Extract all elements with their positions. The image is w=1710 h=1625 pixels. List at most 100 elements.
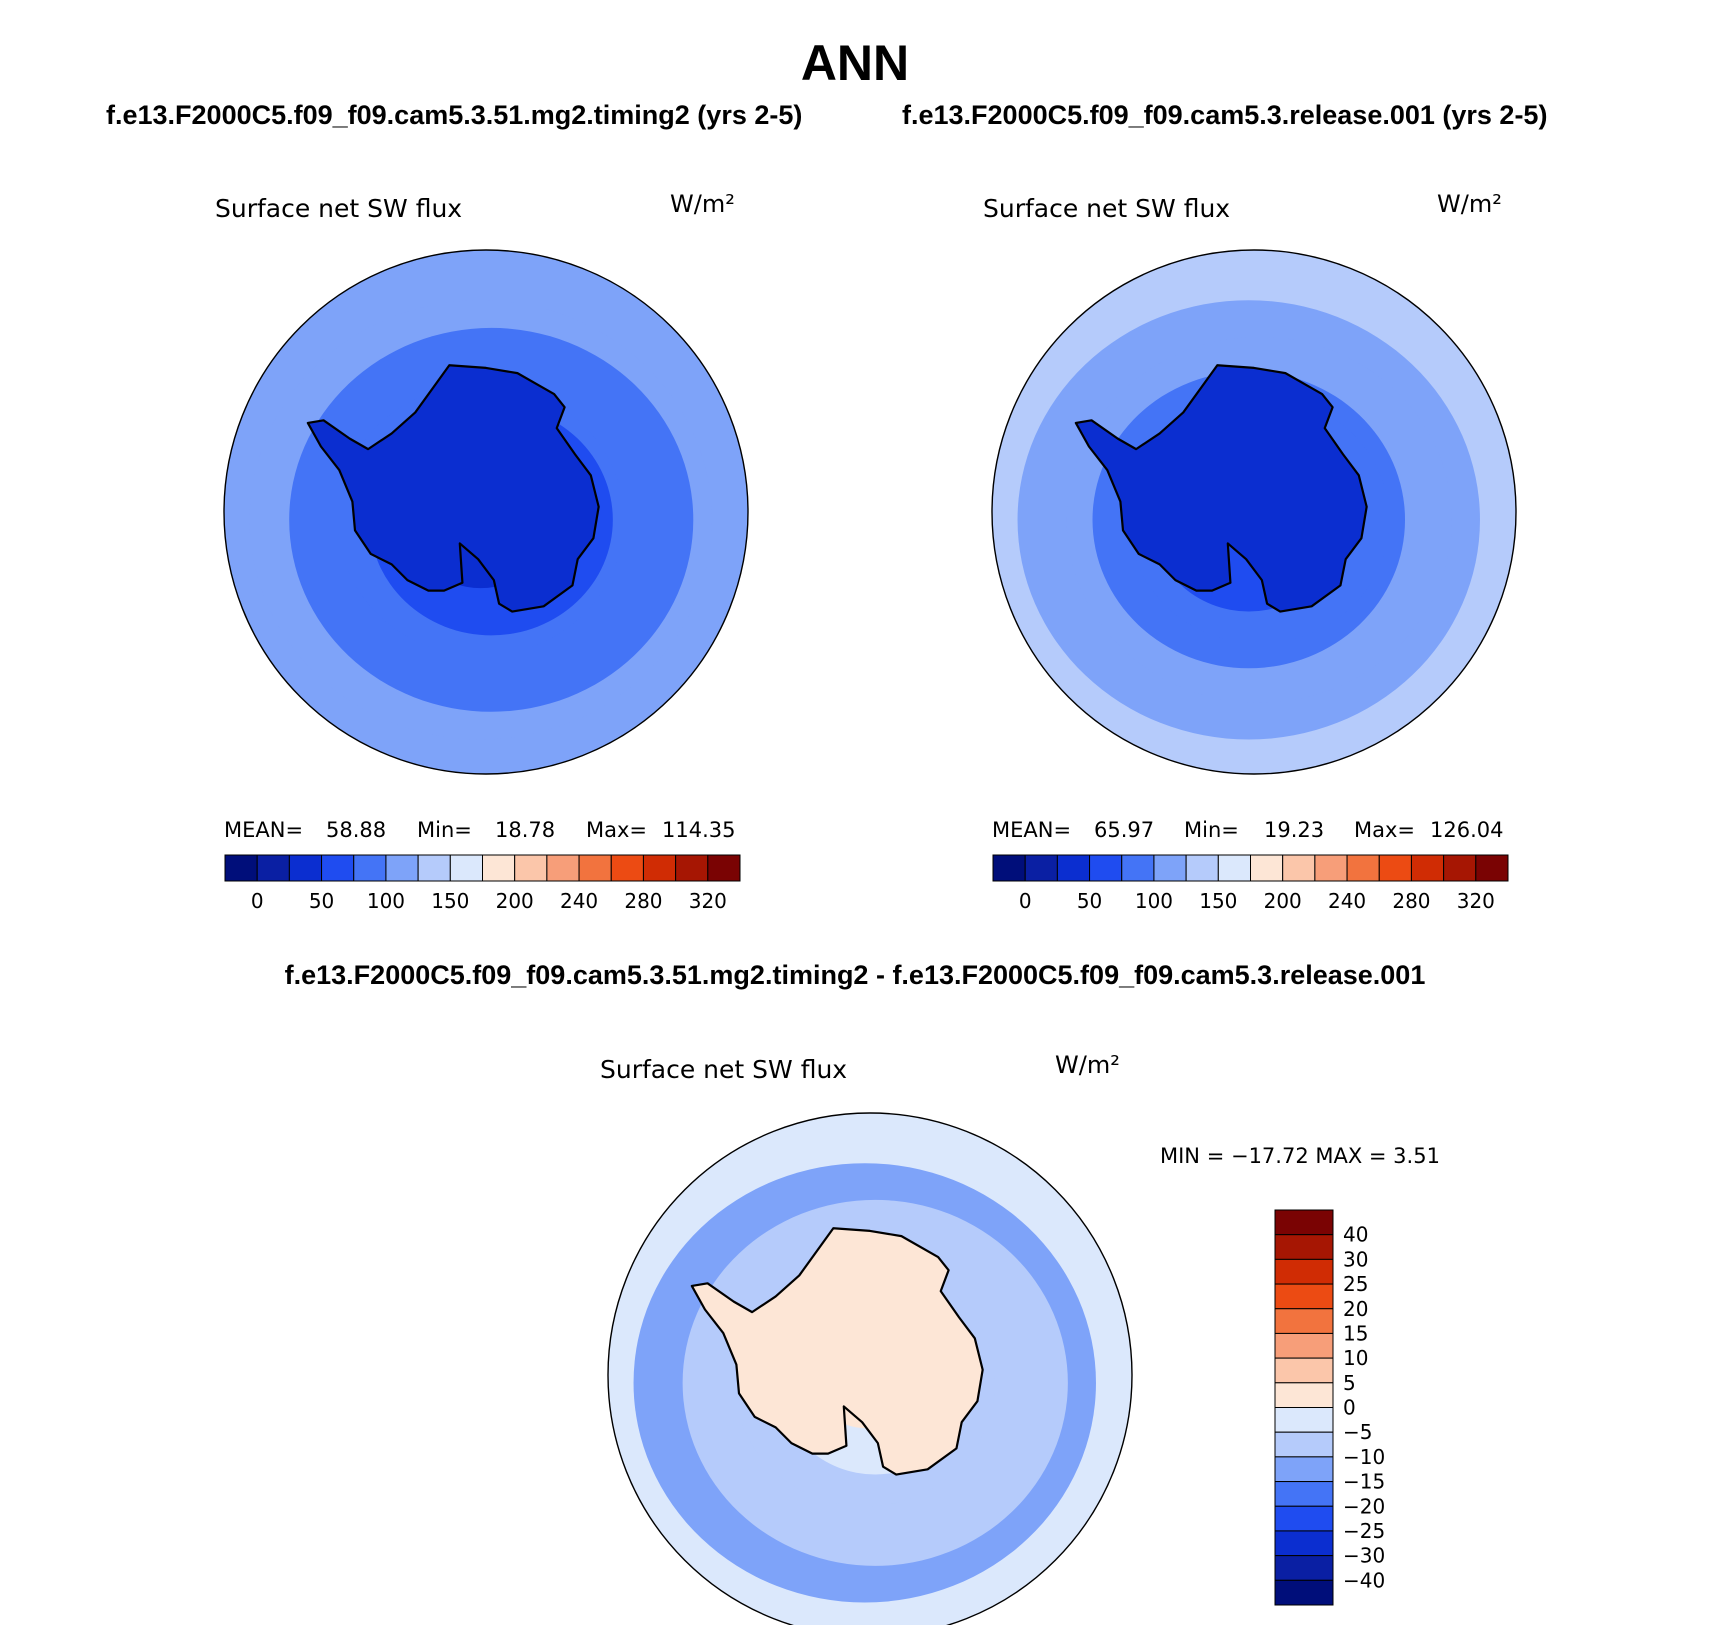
units-label-1: W/m²	[670, 190, 735, 218]
colorbar-tick-label: 0	[1343, 1396, 1356, 1420]
colorbar-box	[1153, 854, 1187, 882]
colorbar-box	[1274, 1481, 1334, 1507]
colorbar-box	[385, 854, 419, 882]
colorbar-box	[546, 854, 580, 882]
colorbar-tick-label: 15	[1343, 1321, 1368, 1345]
figure-title: ANN	[800, 35, 910, 91]
case1-title: f.e13.F2000C5.f09_f09.cam5.3.51.mg2.timi…	[106, 100, 803, 130]
panel2-min-value: 19.23	[1264, 818, 1324, 842]
colorbar-box	[1274, 1209, 1334, 1236]
colorbar-box	[1274, 1283, 1334, 1310]
colorbar-tick-label: −5	[1343, 1420, 1372, 1444]
colorbar-1: 0 50 100 150 200 240 280 320	[224, 854, 741, 913]
colorbar-tick-label: 200	[1264, 889, 1302, 913]
map-boundary	[991, 249, 1517, 775]
antarctica-coastline	[690, 1227, 984, 1476]
colorbar-box	[1185, 854, 1219, 882]
colorbar-tick-label: 280	[624, 889, 662, 913]
map-boundary	[607, 1112, 1133, 1625]
colorbar-box	[1274, 1258, 1334, 1285]
colorbar-tick-label: −10	[1343, 1445, 1385, 1469]
diff-min-max: MIN = −17.72 MAX = 3.51	[1160, 1144, 1440, 1168]
polar-map-1	[223, 249, 749, 775]
diff-subtitle: Surface net SW flux	[600, 1055, 847, 1084]
colorbar-tick-label: 150	[1199, 889, 1237, 913]
polar-map-3	[607, 1112, 1133, 1625]
colorbar-box	[1410, 854, 1445, 882]
colorbar-tick-label: −25	[1343, 1519, 1385, 1543]
case2-title: f.e13.F2000C5.f09_f09.cam5.3.release.001…	[902, 100, 1548, 130]
colorbar-box	[1443, 854, 1477, 882]
colorbar-box	[1378, 854, 1412, 882]
units-label-3: W/m²	[1055, 1051, 1120, 1079]
colorbar-box	[1274, 1382, 1334, 1408]
panel2-mean-value: 65.97	[1094, 818, 1154, 842]
panel1-mean-value: 58.88	[326, 818, 386, 842]
colorbar-box	[1274, 1407, 1334, 1433]
colorbar-box	[642, 854, 677, 882]
panel1-min-value: 18.78	[495, 818, 555, 842]
colorbar-box	[1274, 1579, 1334, 1606]
colorbar-tick-label: 20	[1343, 1297, 1368, 1321]
colorbar-box	[1274, 1431, 1334, 1458]
panel2-min-label: Min=	[1184, 818, 1239, 842]
map-boundary	[223, 249, 749, 775]
panel1-mean-label: MEAN=	[224, 818, 303, 842]
colorbar-tick-label: −30	[1343, 1544, 1385, 1568]
colorbar-box	[1274, 1555, 1334, 1581]
colorbar-tick-label: 50	[309, 889, 334, 913]
colorbar-tick-label: −15	[1343, 1470, 1385, 1494]
panel1-max-value: 114.35	[662, 818, 735, 842]
panel2-max-label: Max=	[1354, 818, 1415, 842]
colorbar-box	[353, 854, 387, 882]
colorbar-box	[1056, 854, 1091, 882]
colorbar-tick-label: 280	[1392, 889, 1430, 913]
colorbar-box	[224, 854, 258, 882]
colorbar-box	[1089, 854, 1123, 882]
colorbar-tick-label: 50	[1077, 889, 1102, 913]
colorbar-box	[321, 854, 355, 882]
colorbar-box	[992, 854, 1026, 882]
colorbar-box	[707, 854, 741, 882]
colorbar-tick-label: 25	[1343, 1272, 1368, 1296]
colorbar-box	[1314, 854, 1348, 882]
panel1-max-label: Max=	[586, 818, 647, 842]
colorbar-tick-label: 200	[496, 889, 534, 913]
colorbar-box	[1274, 1505, 1334, 1532]
colorbar-2: 0 50 100 150 200 240 280 320	[992, 854, 1509, 913]
colorbar-box	[1346, 854, 1380, 882]
colorbar-box	[417, 854, 451, 882]
colorbar-box	[514, 854, 548, 882]
colorbar-box	[1274, 1357, 1334, 1384]
panel1-subtitle: Surface net SW flux	[215, 194, 462, 223]
colorbar-box	[610, 854, 644, 882]
colorbar-box	[1217, 854, 1251, 882]
colorbar-tick-label: 240	[1328, 889, 1366, 913]
colorbar-box	[1274, 1308, 1334, 1334]
colorbar-tick-label: 40	[1343, 1223, 1368, 1247]
colorbar-tick-label: 100	[1135, 889, 1173, 913]
diff-title: f.e13.F2000C5.f09_f09.cam5.3.51.mg2.timi…	[284, 960, 1426, 990]
panel2-max-value: 126.04	[1430, 818, 1503, 842]
colorbar-box	[288, 854, 323, 882]
colorbar-tick-label: 150	[431, 889, 469, 913]
colorbar-tick-label: 0	[1019, 889, 1032, 913]
colorbar-tick-label: 240	[560, 889, 598, 913]
colorbar-box	[1274, 1530, 1334, 1557]
panel2-subtitle: Surface net SW flux	[983, 194, 1230, 223]
colorbar-box	[482, 854, 516, 882]
colorbar-tick-label: 5	[1343, 1371, 1356, 1395]
colorbar-box	[675, 854, 709, 882]
colorbar-tick-label: −20	[1343, 1494, 1385, 1518]
colorbar-tick-label: 100	[367, 889, 405, 913]
colorbar-box	[1250, 854, 1284, 882]
polar-map-2	[991, 249, 1517, 775]
colorbar-tick-label: 0	[251, 889, 264, 913]
panel1-min-label: Min=	[417, 818, 472, 842]
antarctica-coastline	[306, 364, 600, 613]
colorbar-tick-label: 320	[1457, 889, 1495, 913]
units-label-2: W/m²	[1437, 190, 1502, 218]
